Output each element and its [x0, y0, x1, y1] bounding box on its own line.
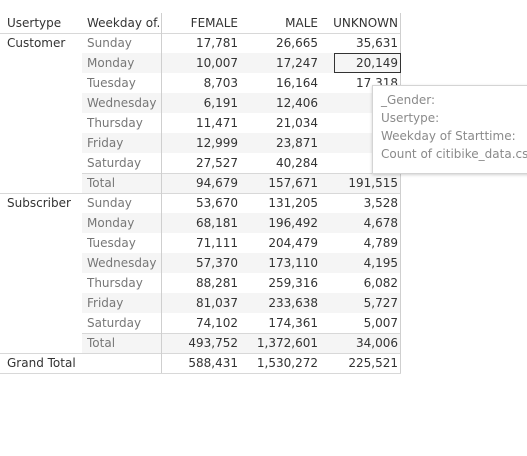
- weekday-label[interactable]: Wednesday: [87, 256, 157, 270]
- tooltip: _Gender: Usertype: Weekday of Starttime:…: [372, 85, 527, 174]
- grand-total-label[interactable]: Grand Total: [7, 356, 76, 370]
- data-cell[interactable]: 3,528: [363, 196, 398, 210]
- weekday-label[interactable]: Tuesday: [87, 76, 136, 90]
- data-cell[interactable]: 10,007: [196, 56, 238, 70]
- weekday-label[interactable]: Friday: [87, 296, 124, 310]
- data-cell[interactable]: 68,181: [196, 216, 238, 230]
- grand-total-cell[interactable]: 1,530,272: [256, 356, 318, 370]
- data-cell[interactable]: 23,871: [276, 136, 318, 150]
- pane-divider: [161, 13, 162, 373]
- column-header-unknown[interactable]: UNKNOWN: [333, 16, 398, 30]
- data-cell[interactable]: 4,678: [363, 216, 398, 230]
- weekday-label[interactable]: Monday: [87, 56, 135, 70]
- data-cell[interactable]: 4,195: [363, 256, 398, 270]
- total-cell[interactable]: 191,515: [348, 176, 398, 190]
- data-cell[interactable]: 5,727: [363, 296, 398, 310]
- data-cell[interactable]: 4,789: [363, 236, 398, 250]
- total-cell[interactable]: 1,372,601: [256, 336, 318, 350]
- data-cell[interactable]: 204,479: [268, 236, 318, 250]
- weekday-label[interactable]: Saturday: [87, 316, 142, 330]
- data-cell[interactable]: 6,082: [363, 276, 398, 290]
- data-cell[interactable]: 5,007: [363, 316, 398, 330]
- tooltip-gender: _Gender:: [381, 93, 436, 107]
- weekday-label[interactable]: Thursday: [87, 116, 143, 130]
- data-cell[interactable]: 12,999: [196, 136, 238, 150]
- data-cell[interactable]: 53,670: [196, 196, 238, 210]
- weekday-label[interactable]: Thursday: [87, 276, 143, 290]
- row-header-usertype[interactable]: Usertype: [7, 16, 62, 30]
- data-cell[interactable]: 71,111: [196, 236, 238, 250]
- total-divider: [82, 173, 401, 174]
- data-cell[interactable]: 196,492: [268, 216, 318, 230]
- column-header-female[interactable]: FEMALE: [190, 16, 238, 30]
- tooltip-usertype: Usertype:: [381, 111, 440, 125]
- table-right-edge: [400, 13, 401, 373]
- data-cell[interactable]: 16,164: [276, 76, 318, 90]
- group-divider: [0, 193, 401, 194]
- grand-total-cell[interactable]: 225,521: [348, 356, 398, 370]
- data-cell[interactable]: 259,316: [268, 276, 318, 290]
- total-divider: [82, 333, 401, 334]
- data-cell[interactable]: 17,247: [276, 56, 318, 70]
- group-divider: [0, 353, 401, 354]
- weekday-label[interactable]: Wednesday: [87, 96, 157, 110]
- weekday-label[interactable]: Tuesday: [87, 236, 136, 250]
- grand-total-cell[interactable]: 588,431: [188, 356, 238, 370]
- weekday-label[interactable]: Sunday: [87, 36, 132, 50]
- total-cell[interactable]: 493,752: [188, 336, 238, 350]
- data-cell[interactable]: 40,284: [276, 156, 318, 170]
- total-label[interactable]: Total: [87, 336, 116, 350]
- data-cell[interactable]: 57,370: [196, 256, 238, 270]
- weekday-label[interactable]: Sunday: [87, 196, 132, 210]
- tooltip-count: Count of citibike_data.cs: [381, 147, 527, 161]
- data-cell[interactable]: 173,110: [268, 256, 318, 270]
- data-cell[interactable]: 74,102: [196, 316, 238, 330]
- data-cell[interactable]: 131,205: [268, 196, 318, 210]
- total-cell[interactable]: 94,679: [196, 176, 238, 190]
- data-cell[interactable]: 27,527: [196, 156, 238, 170]
- data-cell[interactable]: 35,631: [356, 36, 398, 50]
- data-cell[interactable]: 81,037: [196, 296, 238, 310]
- usertype-label[interactable]: Customer: [7, 36, 66, 50]
- weekday-label[interactable]: Friday: [87, 136, 124, 150]
- total-label[interactable]: Total: [87, 176, 116, 190]
- data-cell[interactable]: 174,361: [268, 316, 318, 330]
- header-divider: [0, 33, 401, 34]
- weekday-label[interactable]: Monday: [87, 216, 135, 230]
- weekday-label[interactable]: Saturday: [87, 156, 142, 170]
- data-cell[interactable]: 6,191: [203, 96, 238, 110]
- usertype-label[interactable]: Subscriber: [7, 196, 71, 210]
- data-cell[interactable]: 11,471: [196, 116, 238, 130]
- row-header-weekday[interactable]: Weekday of..: [87, 16, 159, 30]
- data-cell[interactable]: 8,703: [203, 76, 238, 90]
- data-cell[interactable]: 88,281: [196, 276, 238, 290]
- column-header-male[interactable]: MALE: [285, 16, 318, 30]
- tooltip-weekday: Weekday of Starttime:: [381, 129, 516, 143]
- data-cell[interactable]: 26,665: [276, 36, 318, 50]
- data-cell[interactable]: 233,638: [268, 296, 318, 310]
- data-cell[interactable]: 21,034: [276, 116, 318, 130]
- data-cell[interactable]: 17,781: [196, 36, 238, 50]
- total-cell[interactable]: 157,671: [268, 176, 318, 190]
- total-cell[interactable]: 34,006: [356, 336, 398, 350]
- data-cell[interactable]: 20,149: [356, 56, 398, 70]
- data-cell[interactable]: 12,406: [276, 96, 318, 110]
- table-bottom-line: [0, 373, 401, 374]
